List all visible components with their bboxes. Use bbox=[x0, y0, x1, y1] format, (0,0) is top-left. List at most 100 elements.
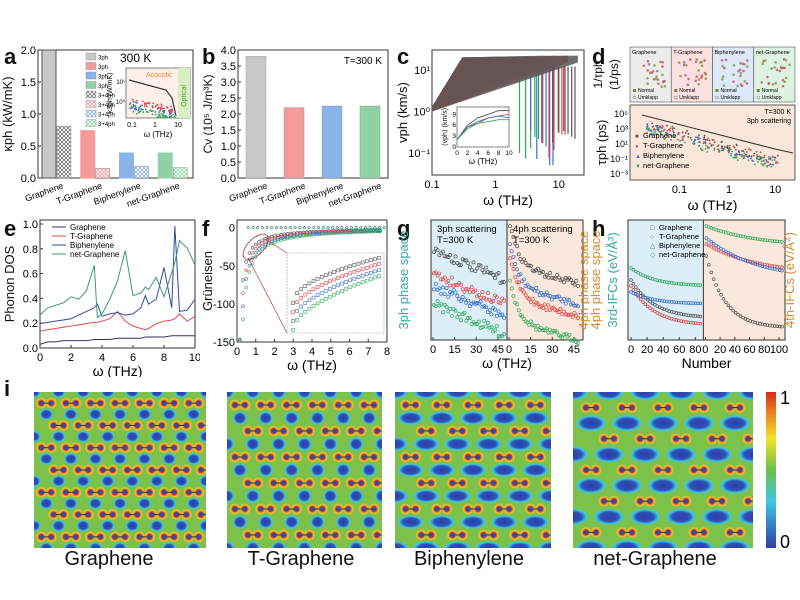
d-top-point bbox=[646, 69, 650, 72]
d-point bbox=[752, 154, 755, 157]
atom bbox=[361, 454, 367, 460]
f-zero-point bbox=[312, 226, 316, 230]
g-point-4ph bbox=[569, 278, 573, 282]
d-point bbox=[704, 141, 707, 144]
atom bbox=[309, 454, 315, 460]
elf-cold-region bbox=[574, 539, 608, 548]
atom bbox=[232, 454, 238, 460]
g-point-3ph bbox=[478, 263, 483, 268]
d-point bbox=[747, 159, 750, 161]
atom bbox=[134, 467, 140, 473]
atom bbox=[673, 436, 679, 442]
legend-swatch bbox=[85, 52, 97, 61]
g-point-3ph bbox=[475, 322, 480, 327]
atom bbox=[496, 506, 502, 512]
d-top-point bbox=[737, 69, 740, 73]
atom bbox=[100, 422, 106, 428]
elf-cold-region bbox=[505, 392, 534, 400]
g-point-4ph bbox=[555, 294, 560, 299]
f-point bbox=[343, 231, 347, 235]
inset-curve bbox=[456, 115, 510, 141]
d-point bbox=[777, 161, 779, 164]
d-point bbox=[741, 154, 744, 156]
atom bbox=[75, 422, 81, 428]
inset-point bbox=[132, 104, 135, 107]
f-point bbox=[368, 230, 373, 234]
atom bbox=[709, 436, 715, 442]
f-zero-point bbox=[382, 226, 386, 230]
inset-point bbox=[142, 111, 145, 114]
d-top-point bbox=[646, 76, 649, 80]
atom bbox=[481, 480, 487, 486]
d-top-point bbox=[781, 78, 785, 82]
panel-label-d: d bbox=[592, 44, 606, 69]
f-zero-point bbox=[345, 226, 349, 230]
elf-cold-region bbox=[124, 519, 140, 532]
h-point-3rd bbox=[689, 313, 693, 318]
inset-xtick: 0.1 bbox=[127, 122, 137, 129]
h-point-3rd bbox=[657, 298, 662, 303]
c-ytick-label: 10⁻¹ bbox=[408, 148, 430, 160]
atom bbox=[122, 400, 128, 406]
inset-xtick: 10 bbox=[505, 150, 513, 157]
inset-point bbox=[137, 106, 140, 109]
g-point-3ph bbox=[451, 260, 456, 265]
d-ytick-label: 10³ bbox=[615, 124, 628, 134]
f-inset-point bbox=[307, 281, 312, 286]
h-xtick-label: 80 bbox=[689, 344, 701, 356]
atom bbox=[719, 498, 725, 504]
f-point bbox=[324, 232, 328, 236]
d-point bbox=[738, 153, 741, 156]
atom bbox=[97, 445, 103, 451]
f-inset-point bbox=[315, 277, 320, 281]
g-point-3ph bbox=[498, 334, 503, 339]
d-point bbox=[707, 137, 709, 140]
d-point bbox=[697, 144, 700, 147]
d-point bbox=[740, 153, 742, 156]
elf-cold-region bbox=[536, 488, 551, 504]
elf-cold-region bbox=[505, 540, 534, 548]
f-inset-point bbox=[303, 301, 308, 305]
g-point-4ph bbox=[509, 229, 514, 234]
g-point-3ph bbox=[453, 290, 458, 295]
inset-point bbox=[171, 108, 174, 111]
e-xtick-label: 4 bbox=[99, 352, 105, 364]
d-point bbox=[655, 124, 658, 127]
d-point bbox=[749, 149, 752, 151]
inset-curve bbox=[456, 119, 509, 141]
atom bbox=[73, 400, 79, 406]
atom bbox=[481, 532, 487, 538]
inset-xtick: 6 bbox=[486, 150, 490, 157]
inset-point bbox=[151, 105, 154, 108]
h-right-ylabel: 4th-IFCs (eV/Å⁴) bbox=[782, 232, 797, 328]
atom bbox=[48, 489, 54, 495]
elf-cold-region bbox=[232, 462, 248, 478]
f-point bbox=[279, 233, 283, 237]
f-point bbox=[365, 230, 370, 234]
elf-cold-region bbox=[100, 430, 116, 443]
d-point bbox=[765, 159, 768, 162]
g-xtick-label: 0 bbox=[430, 344, 436, 356]
h-point-3rd bbox=[631, 268, 636, 272]
f-inset-point bbox=[336, 268, 340, 273]
g-point-4ph bbox=[535, 266, 540, 271]
d-point bbox=[753, 163, 756, 166]
f-point bbox=[289, 236, 293, 240]
h-point-3rd bbox=[686, 313, 691, 317]
atom bbox=[199, 557, 204, 558]
bar-3plus4ph bbox=[134, 166, 149, 179]
f-inset-point bbox=[352, 283, 357, 288]
g-point-4ph bbox=[513, 275, 518, 280]
atom bbox=[465, 506, 471, 512]
atom bbox=[122, 489, 128, 495]
inset-point bbox=[160, 103, 163, 106]
d-top-title: Biphenylene bbox=[715, 50, 745, 56]
g-point-4ph bbox=[574, 313, 579, 318]
d-top-point bbox=[763, 59, 767, 62]
legend-label: Graphene bbox=[659, 223, 692, 232]
elf-cold-region bbox=[112, 541, 128, 548]
h-point-3rd bbox=[643, 302, 648, 307]
atom bbox=[110, 467, 116, 473]
g-point-3ph bbox=[484, 297, 489, 302]
atom bbox=[385, 533, 390, 538]
